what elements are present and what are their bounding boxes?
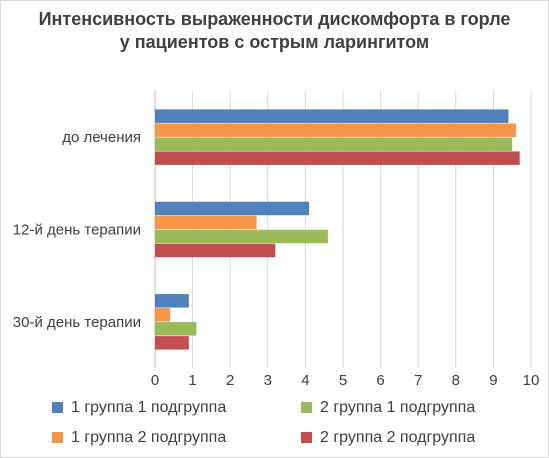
x-tick-label-7: 7 [414, 372, 422, 389]
chart-title: Интенсивность выраженности дискомфорта в… [0, 8, 549, 54]
bar-1-series-3 [155, 137, 513, 151]
legend-label-series-3: 2 группа 1 подгруппа [320, 399, 476, 416]
x-tick-label-2: 2 [226, 372, 234, 389]
legend-swatch-series-2 [52, 432, 63, 443]
x-tick-label-4: 4 [301, 372, 309, 389]
bar-2-series-2 [155, 215, 257, 230]
bar-1-series-1 [155, 109, 509, 123]
bar-2-series-4 [155, 243, 276, 258]
x-tick-label-6: 6 [376, 372, 384, 389]
bar-2-series-1 [155, 201, 310, 216]
bar-3-series-1 [155, 294, 189, 308]
legend-swatch-series-4 [301, 432, 312, 443]
bar-3-series-2 [155, 308, 171, 322]
x-tick-label-1: 1 [188, 372, 196, 389]
legend-label-series-1: 1 группа 1 подгруппа [71, 399, 227, 416]
chart-title-line-2: у пациентов с острым ларингитом [119, 32, 430, 52]
category-label-2: 12-й день терапии [13, 222, 141, 239]
legend-swatch-series-3 [301, 402, 312, 413]
bar-3-series-4 [155, 336, 189, 350]
x-tick-label-0: 0 [151, 372, 159, 389]
bar-1-series-2 [155, 123, 516, 137]
chart-title-line-1: Интенсивность выраженности дискомфорта в… [38, 9, 511, 29]
x-tick-label-9: 9 [489, 372, 497, 389]
bar-3-series-3 [155, 322, 197, 336]
legend-label-series-4: 2 группа 2 подгруппа [320, 429, 476, 446]
category-label-3: 30-й день терапии [13, 314, 141, 331]
x-tick-label-3: 3 [264, 372, 272, 389]
x-tick-label-8: 8 [452, 372, 460, 389]
x-tick-label-10: 10 [523, 372, 540, 389]
bar-1-series-4 [155, 151, 520, 165]
legend-label-series-2: 1 группа 2 подгруппа [71, 429, 227, 446]
legend-swatch-series-1 [52, 402, 63, 413]
bar-2-series-3 [155, 229, 328, 244]
x-tick-label-5: 5 [339, 372, 347, 389]
category-label-1: до лечения [62, 129, 141, 146]
